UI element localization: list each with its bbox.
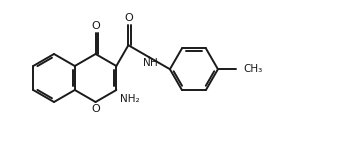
Text: O: O	[124, 13, 133, 23]
Text: O: O	[91, 103, 100, 114]
Text: O: O	[91, 21, 100, 31]
Text: N: N	[143, 58, 151, 68]
Text: CH₃: CH₃	[243, 64, 262, 74]
Text: H: H	[150, 58, 158, 68]
Text: NH₂: NH₂	[120, 94, 140, 104]
